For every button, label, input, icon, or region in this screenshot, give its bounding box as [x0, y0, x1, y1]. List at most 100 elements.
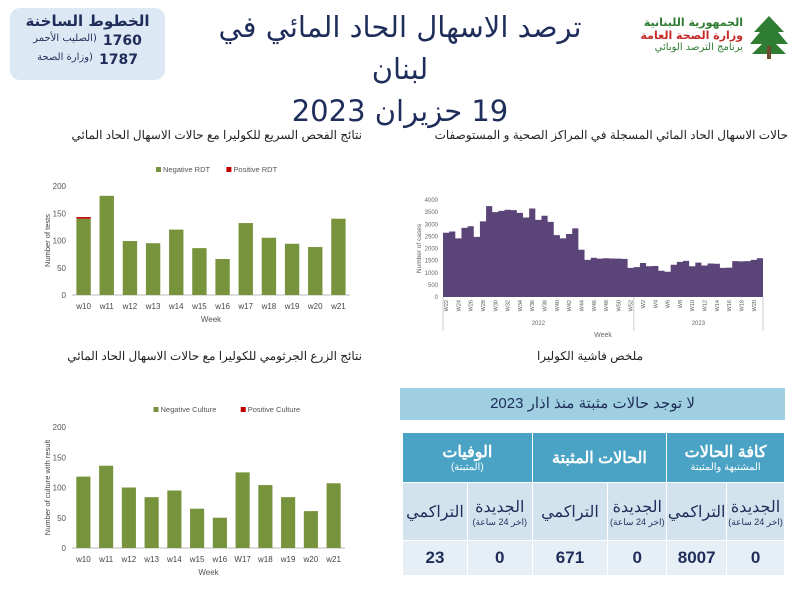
bar-negative-rdt — [215, 259, 230, 295]
legend-swatch — [153, 407, 159, 412]
bar-negative-culture — [121, 487, 136, 548]
x-tick-label: W38 — [543, 300, 549, 311]
x-tick-label: W32 — [506, 300, 512, 311]
x-tick-label: W20 — [752, 300, 758, 311]
y-tick-label: 3500 — [425, 210, 439, 216]
y-tick-label: 1500 — [425, 259, 439, 265]
bar-negative-rdt — [76, 218, 91, 295]
summary-value: 23 — [402, 540, 468, 576]
x-tick-label: w11 — [98, 555, 114, 564]
bar-negative-rdt — [261, 237, 277, 295]
logo-line-1: الجمهورية اللبنانية — [643, 16, 743, 29]
column-header: التراكمي — [531, 482, 609, 541]
x-tick-label: w16 — [214, 302, 230, 311]
culture-bar-chart: 0 50 100 150 200 w10 w11 w12 w13 w14 w15 w16 W17 w18 w… — [43, 405, 345, 577]
hotline-label: (الصليب الأحمر — [33, 33, 97, 44]
group-title: الوفيات — [442, 444, 493, 461]
y-tick-label: 50 — [57, 514, 66, 523]
y-tick-label: 150 — [53, 453, 67, 462]
summary-value: 8007 — [666, 540, 728, 576]
x-tick-label: W10 — [690, 300, 696, 311]
x-tick-label: W18 — [739, 300, 745, 311]
page-title: ترصد الاسهال الحاد المائي في لبنان 19 حز… — [190, 6, 610, 132]
summary-value: 0 — [466, 540, 533, 576]
cases-area-chart: 0 500 1000 1500 2000 2500 3000 3500 4000 W22 W24 W2… — [416, 198, 764, 339]
x-tick-label: w12 — [121, 555, 137, 564]
x-tick-label: w12 — [122, 302, 138, 311]
bar-negative-rdt — [145, 243, 161, 295]
y-tick-label: 4000 — [425, 198, 439, 204]
x-tick-label: w15 — [189, 555, 205, 564]
column-sublabel: (اخر 24 ساعة) — [728, 516, 783, 527]
x-tick-label: w17 — [237, 302, 253, 311]
column-header: الجديدة (اخر 24 ساعة) — [466, 482, 533, 541]
y-tick-label: 1000 — [425, 271, 439, 277]
y-tick-label: 2000 — [425, 247, 439, 253]
x-tick-label: W2 — [641, 300, 647, 308]
cases-area — [443, 206, 763, 297]
column-label: الجديدة — [730, 498, 781, 516]
ministry-logo: الجمهورية اللبنانية وزارة الصحة العامة ب… — [630, 14, 795, 64]
x-tick-label: W30 — [493, 300, 499, 311]
year-label: 2023 — [692, 321, 706, 327]
x-tick-label: w13 — [145, 302, 161, 311]
logo-line-2: وزارة الصحة العامة — [640, 29, 744, 42]
x-tick-label: w21 — [325, 555, 341, 564]
x-tick-label: W50 — [616, 300, 622, 311]
cases-chart-title: حالات الاسهال الحاد المائي المسجلة في ال… — [434, 128, 788, 142]
x-tick-label: w18 — [257, 555, 273, 564]
bar-negative-rdt — [331, 218, 346, 295]
x-tick-label: w19 — [280, 555, 296, 564]
y-tick-label: 100 — [53, 237, 67, 246]
y-axis-title: Number of cases — [416, 223, 423, 273]
y-tick-label: 0 — [435, 295, 439, 301]
outbreak-summary-table: كافة الحالات المشتبهة والمثبتة الحالات ال… — [402, 432, 785, 576]
y-tick-label: 2500 — [425, 234, 439, 240]
bar-negative-rdt — [99, 195, 114, 295]
hotline-number: 1787 — [98, 52, 138, 68]
y-tick-label: 100 — [53, 484, 67, 493]
no-confirmed-banner: لا توجد حالات مثبتة منذ اذار 2023 — [400, 388, 785, 420]
group-subtitle: المشتبهة والمثبتة — [690, 462, 761, 473]
y-tick-label: 150 — [53, 209, 67, 218]
x-tick-label: W4 — [653, 300, 659, 308]
group-subtitle: (المثبتة) — [450, 462, 484, 473]
bar-negative-culture — [281, 497, 296, 548]
column-label: التراكمي — [667, 503, 726, 521]
legend-label: Positive RDT — [233, 165, 277, 174]
x-tick-label: w20 — [303, 555, 319, 564]
x-tick-label: W34 — [518, 300, 524, 311]
x-tick-label: w11 — [99, 302, 115, 311]
rdt-chart-title: نتائج الفحص السريع للكوليرا مع حالات الا… — [71, 128, 362, 142]
x-tick-label: W42 — [567, 300, 573, 311]
bar-negative-rdt — [238, 223, 253, 295]
x-tick-label: w16 — [212, 555, 228, 564]
column-label: الجديدة — [475, 498, 525, 516]
column-header: الجديدة (اخر 24 ساعة) — [607, 482, 668, 541]
x-tick-label: W16 — [727, 300, 733, 311]
bar-negative-culture — [212, 517, 227, 548]
x-tick-label: W12 — [703, 300, 709, 311]
bar-negative-rdt — [308, 247, 323, 295]
x-tick-label: w15 — [191, 302, 207, 311]
title-date: 19 حزيران 2023 — [291, 94, 509, 128]
x-axis-title: Week — [594, 332, 612, 339]
year-label: 2022 — [532, 321, 546, 327]
y-tick-label: 3000 — [425, 222, 439, 228]
bar-negative-rdt — [192, 248, 207, 295]
bar-negative-culture — [235, 472, 250, 548]
culture-chart-title: نتائج الزرع الجرثومي للكوليرا مع حالات ا… — [67, 349, 362, 363]
legend-label: Positive Culture — [248, 405, 301, 414]
x-axis-title: Week — [198, 568, 219, 577]
hotline-label: (وزارة الصحة — [37, 52, 93, 63]
x-tick-label: w21 — [330, 302, 346, 311]
y-axis-title: Number of tests — [43, 214, 52, 267]
bar-negative-culture — [326, 483, 341, 548]
hotline-red-cross: 1760 (الصليب الأحمر — [10, 33, 165, 49]
x-tick-label: w10 — [75, 302, 91, 311]
x-tick-label: W6 — [666, 300, 672, 308]
summary-value: 671 — [531, 540, 609, 576]
x-tick-label: W46 — [592, 300, 598, 311]
x-tick-label: W26 — [469, 300, 475, 311]
hotline-box: الخطوط الساخنة 1760 (الصليب الأحمر 1787 (و… — [10, 8, 165, 80]
